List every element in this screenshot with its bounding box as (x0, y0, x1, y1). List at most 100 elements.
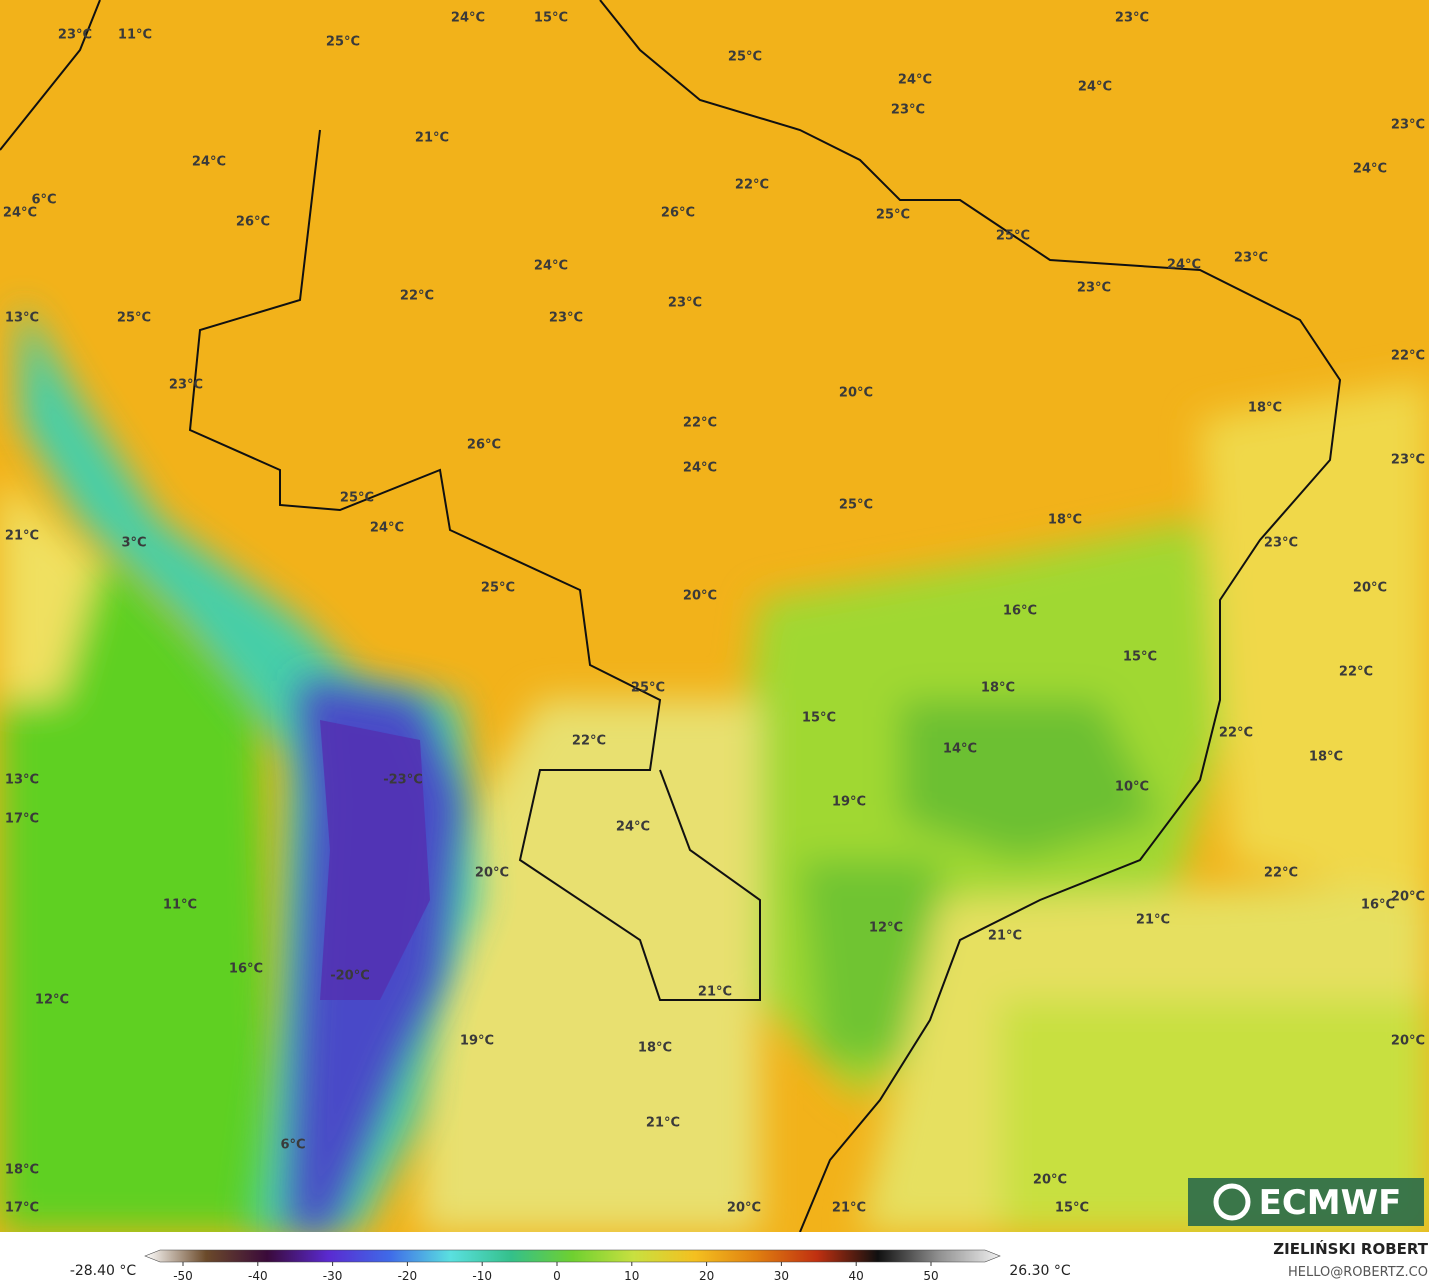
temperature-label: 17°C (5, 812, 39, 827)
temperature-label: 26°C (661, 206, 695, 221)
temperature-label: 22°C (1339, 665, 1373, 680)
temperature-label: 16°C (1003, 604, 1037, 619)
temperature-label: 22°C (735, 178, 769, 193)
temperature-label: 21°C (988, 929, 1022, 944)
map-labels: 23°C 11°C 24°C 15°C 23°C 25°C 25°C 24°C 24°C 23°C… (3, 11, 1425, 1216)
temperature-label: 20°C (1033, 1173, 1067, 1188)
temperature-label: 24°C (451, 11, 485, 26)
temperature-label: 21°C (415, 131, 449, 146)
temperature-label: 19°C (460, 1034, 494, 1049)
temperature-label: 18°C (1309, 750, 1343, 765)
colorbar-tick-label: -50 (173, 1269, 193, 1283)
temperature-label: 13°C (5, 311, 39, 326)
temperature-label: 25°C (728, 50, 762, 65)
temperature-label: 25°C (117, 311, 151, 326)
author: ZIELIŃSKI ROBERT (1273, 1239, 1428, 1258)
temperature-label: 15°C (534, 11, 568, 26)
temperature-label: 12°C (35, 993, 69, 1008)
temperature-label: 24°C (1353, 162, 1387, 177)
temperature-label: 19°C (832, 795, 866, 810)
temperature-label: 23°C (1391, 453, 1425, 468)
temperature-label: 25°C (876, 208, 910, 223)
temperature-label: 16°C (1361, 898, 1395, 913)
temperature-label: 25°C (326, 35, 360, 50)
temperature-label: 24°C (370, 521, 404, 536)
colorbar-tick-label: -30 (323, 1269, 343, 1283)
colorbar-tick-label: 40 (849, 1269, 864, 1283)
temperature-label: 24°C (616, 820, 650, 835)
temperature-label: 25°C (839, 498, 873, 513)
temperature-label: 22°C (683, 416, 717, 431)
logo: ECMWF (1259, 1183, 1402, 1223)
temperature-label: 18°C (981, 681, 1015, 696)
temperature-label: 23°C (549, 311, 583, 326)
temperature-label: 26°C (467, 438, 501, 453)
temperature-label: 22°C (1391, 349, 1425, 364)
temperature-label: 26°C (236, 215, 270, 230)
colorbar-tick-label: -20 (398, 1269, 418, 1283)
temperature-label: 24°C (683, 461, 717, 476)
temperature-label: 18°C (5, 1163, 39, 1178)
temperature-label: 3°C (121, 536, 146, 551)
temperature-label: 11°C (163, 898, 197, 913)
temperature-label: 25°C (996, 229, 1030, 244)
temperature-label: 14°C (943, 742, 977, 757)
temperature-label: 18°C (1048, 513, 1082, 528)
temperature-label: 20°C (1353, 581, 1387, 596)
temperature-label: 24°C (192, 155, 226, 170)
email: HELLO@ROBERTZ.CO (1288, 1265, 1428, 1280)
colorbar-tick-label: -10 (472, 1269, 492, 1283)
temperature-label: 20°C (1391, 1034, 1425, 1049)
temperature-label: 18°C (1248, 401, 1282, 416)
temperature-label: 23°C (58, 28, 92, 43)
temperature-label: 22°C (1219, 726, 1253, 741)
temperature-label: 23°C (891, 103, 925, 118)
temperature-label: -23°C (383, 773, 423, 788)
temperature-label: 21°C (646, 1116, 680, 1131)
temperature-label: 20°C (839, 386, 873, 401)
temperature-label: 15°C (1123, 650, 1157, 665)
temperature-label: 21°C (1136, 913, 1170, 928)
temperature-label: 13°C (5, 773, 39, 788)
colorbar-tick-label: 50 (923, 1269, 938, 1283)
temperature-label: 21°C (5, 529, 39, 544)
temperature-label: 22°C (1264, 866, 1298, 881)
colorbar-tick-label: 0 (553, 1269, 561, 1283)
temperature-label: 23°C (668, 296, 702, 311)
temperature-label: -20°C (330, 969, 370, 984)
temperature-label: 23°C (1234, 251, 1268, 266)
temperature-label: 20°C (475, 866, 509, 881)
colorbar-tick-label: 20 (699, 1269, 714, 1283)
temperature-label: 11°C (118, 28, 152, 43)
min-label: -28.40 °C (70, 1263, 137, 1279)
temperature-label: 16°C (229, 962, 263, 977)
temperature-label: 6°C (31, 193, 56, 208)
temperature-label: 23°C (1264, 536, 1298, 551)
temperature-label: 24°C (1078, 80, 1112, 95)
temperature-label: 10°C (1115, 780, 1149, 795)
map-background (0, 0, 1429, 1232)
temperature-label: 25°C (481, 581, 515, 596)
temperature-label: 23°C (1115, 11, 1149, 26)
logo-box: ECMWF (1188, 1178, 1424, 1226)
temperature-label: 6°C (280, 1138, 305, 1153)
temperature-label: 23°C (1077, 281, 1111, 296)
colorbar-tick-label: 10 (624, 1269, 639, 1283)
temperature-label: 22°C (400, 289, 434, 304)
temperature-label: 21°C (832, 1201, 866, 1216)
temperature-label: 24°C (898, 73, 932, 88)
temperature-label: 20°C (683, 589, 717, 604)
temperature-label: 15°C (802, 711, 836, 726)
temperature-label: 23°C (1391, 118, 1425, 133)
temperature-label: 24°C (3, 206, 37, 221)
coastline (0, 0, 1342, 1233)
temperature-label: 20°C (1391, 890, 1425, 905)
temperature-label: 20°C (727, 1201, 761, 1216)
temperature-label: 24°C (534, 259, 568, 274)
temperature-label: 15°C (1055, 1201, 1089, 1216)
temperature-label: 22°C (572, 734, 606, 749)
colorbar: -28.40 °C 26.30 °C -50 -40 -30 -20 -10 0 10 20 3… (70, 1249, 1071, 1283)
temperature-label: 12°C (869, 921, 903, 936)
